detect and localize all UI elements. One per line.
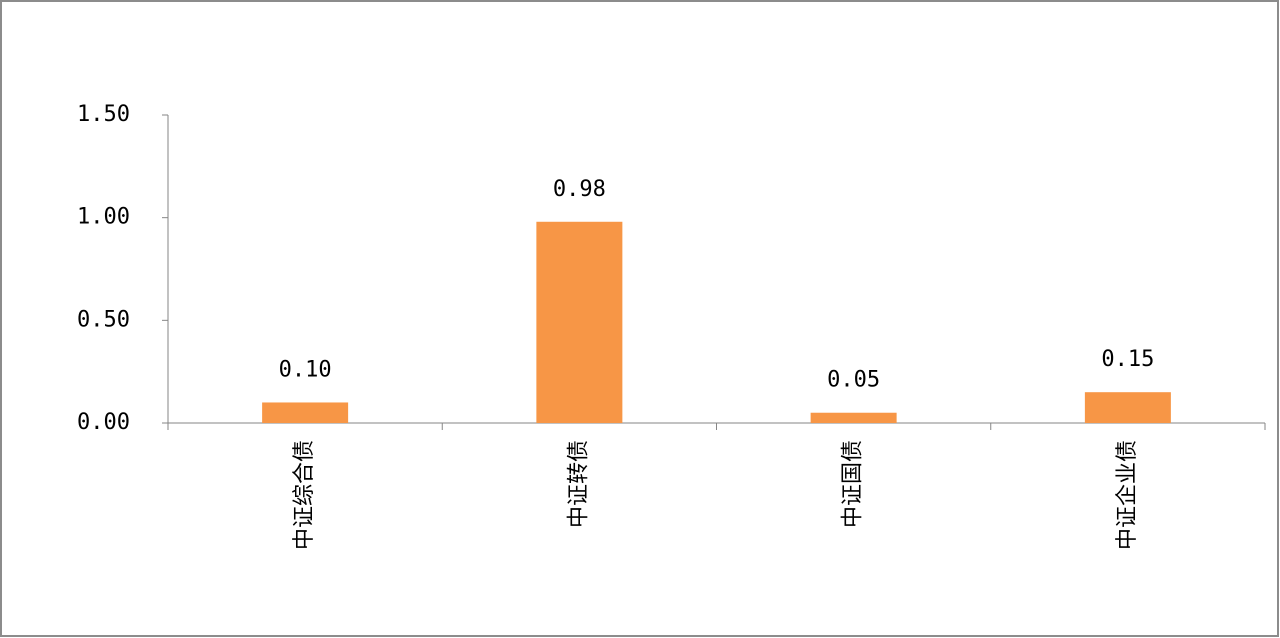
y-tick-label: 1.00 [77,205,130,230]
x-tick-label: 中证综合债 [292,440,317,550]
bar [536,221,623,423]
bar [262,402,349,423]
x-tick-label: 中证国债 [841,440,866,528]
value-label: 0.98 [553,177,606,202]
value-label: 0.15 [1101,347,1154,372]
y-tick-label: 1.50 [77,102,130,127]
y-tick-label: 0.50 [77,307,130,332]
x-tick-label: 中证企业债 [1115,440,1140,550]
value-label: 0.10 [279,357,332,382]
bar [1084,392,1171,423]
y-tick-label: 0.00 [77,410,130,435]
value-label: 0.05 [827,368,880,393]
bar [810,412,897,423]
x-tick-label: 中证转债 [566,440,591,528]
